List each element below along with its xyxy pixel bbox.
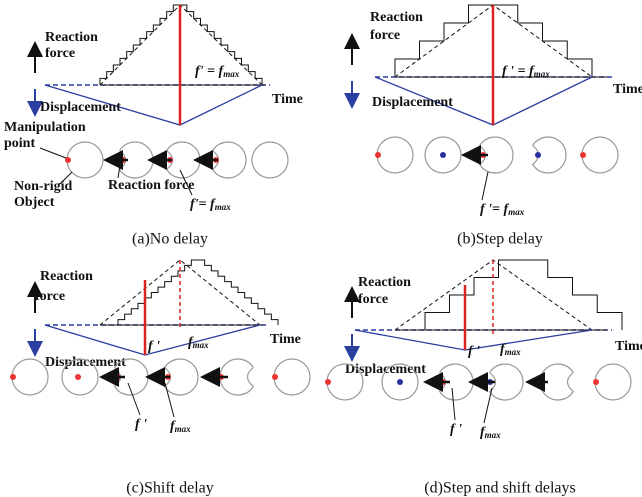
- point: [535, 152, 541, 158]
- label: Reaction: [45, 30, 98, 45]
- point: [325, 379, 331, 385]
- label: f' = fmax: [195, 64, 240, 79]
- label: (b)Step delay: [457, 231, 543, 248]
- label-sub: max: [175, 424, 192, 434]
- pointer: [452, 388, 455, 420]
- label: fmax: [500, 342, 521, 357]
- point: [272, 374, 278, 380]
- label-sub: max: [485, 430, 502, 440]
- label: fmax: [480, 425, 501, 440]
- label: (a)No delay: [132, 231, 208, 248]
- label-sub: max: [215, 202, 232, 212]
- object: [582, 137, 618, 173]
- label: Displacement: [372, 95, 453, 110]
- label-base: f ': [468, 344, 480, 359]
- label: Displacement: [345, 362, 426, 377]
- object: [67, 142, 103, 178]
- label: f ': [135, 417, 147, 432]
- label-base: f ' = f: [502, 64, 535, 79]
- label: force: [35, 289, 65, 304]
- pointer: [128, 383, 140, 415]
- figure: ReactionforceDisplacementTimef' = fmaxMa…: [0, 0, 642, 497]
- label-sub: max: [508, 207, 525, 217]
- label: point: [4, 136, 35, 151]
- label-base: f'= f: [190, 197, 216, 212]
- label: f'= fmax: [190, 197, 231, 212]
- point: [440, 152, 446, 158]
- label: (d)Step and shift delays: [424, 480, 576, 497]
- label: f '= fmax: [480, 202, 525, 217]
- object: [12, 359, 48, 395]
- pointer: [165, 383, 174, 417]
- object: [252, 142, 288, 178]
- label-sub: max: [505, 347, 522, 357]
- label: Time: [270, 332, 301, 347]
- point: [397, 379, 403, 385]
- label: Reaction: [358, 275, 411, 290]
- object: [377, 137, 413, 173]
- label: force: [358, 292, 388, 307]
- label: Time: [613, 82, 642, 97]
- label: (c)Shift delay: [126, 480, 214, 497]
- label-sub: max: [193, 340, 210, 350]
- pointer: [484, 388, 492, 423]
- stairs: [118, 260, 278, 325]
- label: Reaction: [40, 269, 93, 284]
- point: [580, 152, 586, 158]
- label-base: f ': [148, 339, 160, 354]
- pointer: [40, 148, 66, 158]
- label: Time: [615, 339, 642, 354]
- label-sub: max: [223, 69, 240, 79]
- label: Non-rigid: [14, 179, 73, 194]
- label: force: [45, 46, 75, 61]
- label: Displacement: [40, 100, 121, 115]
- label: fmax: [188, 335, 209, 350]
- label: fmax: [170, 419, 191, 434]
- label: Reaction: [370, 10, 423, 25]
- point: [10, 374, 16, 380]
- panel: Reaction force Displacement Time f ' fmax f ' f…: [325, 260, 642, 497]
- label: Displacement: [45, 355, 126, 370]
- point: [593, 379, 599, 385]
- label: Manipulation: [4, 120, 86, 135]
- label: force: [370, 28, 400, 43]
- label: f ' = fmax: [502, 64, 550, 79]
- label-base: f '= f: [480, 202, 510, 217]
- point: [375, 152, 381, 158]
- label: f ': [468, 344, 480, 359]
- pointer: [118, 165, 120, 178]
- object: [595, 364, 631, 400]
- label-sub: max: [534, 69, 551, 79]
- label: Object: [14, 195, 55, 210]
- pointer: [482, 172, 488, 200]
- stairs: [425, 260, 622, 330]
- label-base: f' = f: [195, 64, 225, 79]
- label: Time: [272, 92, 303, 107]
- point: [75, 374, 81, 380]
- label: f ': [450, 422, 462, 437]
- object: [274, 359, 310, 395]
- label: f ': [148, 339, 160, 354]
- label: Reaction force: [108, 178, 194, 193]
- panel: Reaction force Displacement Time f ' fmax f ' f…: [10, 260, 310, 497]
